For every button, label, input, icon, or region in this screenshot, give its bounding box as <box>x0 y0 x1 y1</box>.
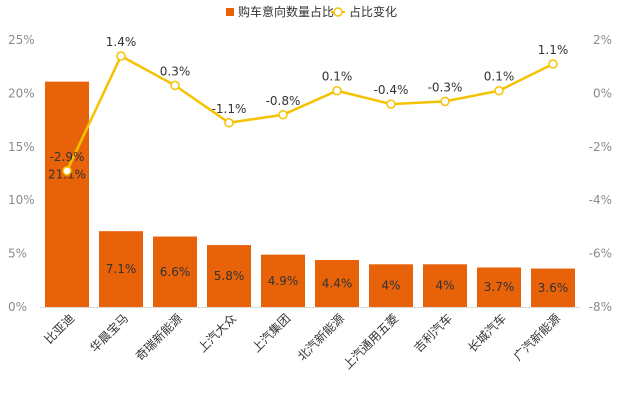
line-path <box>65 54 554 172</box>
line-point <box>224 118 234 128</box>
bar-value-label: 4.4% <box>322 277 353 291</box>
y-right-tick-label: 0% <box>593 86 612 100</box>
line-point <box>116 51 126 61</box>
legend-bar-swatch <box>226 8 234 16</box>
bar <box>477 267 521 307</box>
y-left-tick-label: 20% <box>8 86 35 100</box>
x-category-label: 上汽通用五菱 <box>340 311 402 373</box>
line-value-label: 0.1% <box>322 70 353 84</box>
x-category-label: 吉利汽车 <box>411 311 456 356</box>
bar <box>153 236 197 307</box>
line-value-label: 0.3% <box>160 64 191 78</box>
bar-value-label: 4% <box>435 279 454 293</box>
bar-value-label: 4% <box>381 279 400 293</box>
x-category-label: 长城汽车 <box>465 311 510 356</box>
line-value-label: -0.8% <box>266 94 301 108</box>
y-left-tick-label: 10% <box>8 193 35 207</box>
bar <box>423 264 467 307</box>
bar-value-label: 6.6% <box>160 265 191 279</box>
y-left-tick-label: 25% <box>8 33 35 47</box>
line-value-label: 1.4% <box>106 35 137 49</box>
line-value-label: 1.1% <box>538 43 569 57</box>
line-series <box>62 51 558 176</box>
bar-value-label: 3.6% <box>538 281 569 295</box>
y-right-tick-label: -6% <box>589 247 612 261</box>
line-value-labels: -2.9% 1.4% 0.3% -1.1% -0.8% 0.1% -0.4% -0.3% 0.1… <box>50 35 569 164</box>
bar-value-label: 4.9% <box>268 274 299 288</box>
line-point <box>278 110 288 120</box>
x-category-label: 北汽新能源 <box>294 311 347 364</box>
bar-value-label: 5.8% <box>214 269 245 283</box>
y-axis-right: -8% -6% -4% -2% 0% 2% <box>589 33 612 314</box>
x-axis: 比亚迪 华晨宝马 奇瑞新能源 上汽大众 上汽集团 北汽新能源上汽通用五菱 吉利汽车 长城汽车广… <box>40 307 580 373</box>
y-left-tick-label: 15% <box>8 140 35 154</box>
line-point <box>62 166 72 176</box>
x-category-label: 上汽集团 <box>249 311 294 356</box>
x-category-label: 华晨宝马 <box>87 311 131 355</box>
y-left-tick-label: 5% <box>8 247 27 261</box>
x-category-label: 上汽大众 <box>195 311 240 356</box>
line-value-label: 0.1% <box>484 70 515 84</box>
line-point <box>494 85 504 96</box>
bar <box>45 81 89 307</box>
bar-value-label: 7.1% <box>106 262 137 276</box>
line-value-label: -0.4% <box>374 83 409 97</box>
x-category-label: 奇瑞新能源 <box>132 311 185 364</box>
y-axis-left: 0% 5% 10% 15% 20% 25% <box>8 33 35 314</box>
bar <box>531 268 575 307</box>
y-right-tick-label: -4% <box>589 193 612 207</box>
legend-bar-label: 购车意向数量占比 <box>238 4 334 19</box>
bar <box>315 260 359 307</box>
y-right-tick-label: -2% <box>589 140 612 154</box>
line-point <box>386 99 396 109</box>
legend: 购车意向数量占比 占比变化 <box>226 4 397 19</box>
bar <box>99 231 143 307</box>
line-point <box>170 80 180 91</box>
line-value-label: -1.1% <box>212 102 247 116</box>
line-value-label: -0.3% <box>428 80 463 94</box>
bar-series <box>45 81 575 307</box>
y-right-tick-label: -8% <box>589 300 612 314</box>
x-category-label: 比亚迪 <box>42 311 77 346</box>
bar <box>207 245 251 307</box>
legend-line-label: 占比变化 <box>349 4 397 19</box>
line-point <box>548 59 558 69</box>
x-category-label: 广汽新能源 <box>510 311 563 364</box>
legend-line-swatch-marker <box>333 7 343 17</box>
line-value-label: -2.9% <box>50 150 85 164</box>
y-left-tick-label: 0% <box>8 300 27 314</box>
line-point <box>440 96 450 107</box>
bar <box>261 254 305 307</box>
line-point <box>332 85 342 96</box>
y-right-tick-label: 2% <box>593 33 612 47</box>
bar <box>369 264 413 307</box>
bar-value-labels: 21.1%7.1%6.6%5.8%4.9%4.4%4%4%3.7%3.6% <box>48 168 568 295</box>
bar-value-label: 3.7% <box>484 280 515 294</box>
